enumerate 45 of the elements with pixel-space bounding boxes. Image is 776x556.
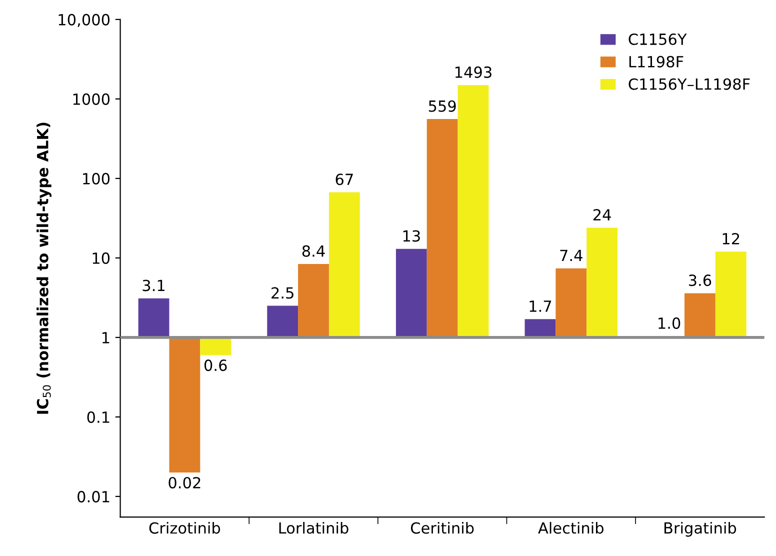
legend-label: C1156Y–L1198F — [628, 78, 750, 90]
data-label: 0.6 — [204, 360, 227, 372]
data-label: 13 — [403, 230, 420, 242]
bar — [586, 228, 618, 338]
data-label: 1.7 — [530, 300, 552, 312]
bar — [200, 337, 232, 356]
x-tick-label: Alectinib — [538, 522, 604, 534]
data-label: 0.02 — [168, 476, 200, 488]
data-label: 67 — [336, 174, 353, 186]
data-label: 8.4 — [302, 245, 325, 257]
bar — [267, 306, 298, 338]
bar — [396, 248, 427, 338]
legend-label: C1156Y — [628, 33, 687, 46]
data-label: 12 — [722, 232, 740, 244]
x-tick-label: Lorlatinib — [279, 522, 348, 534]
bar — [524, 319, 556, 338]
data-label: 2.5 — [272, 287, 294, 299]
legend-label: L1198F — [629, 56, 684, 68]
bar — [138, 298, 170, 338]
data-label: 559 — [428, 100, 456, 112]
data-label: 1493 — [455, 66, 492, 78]
x-tick-label: Brigatinib — [664, 522, 736, 537]
y-tick-label: 1 — [102, 332, 110, 344]
y-tick-label: 0.1 — [87, 411, 110, 423]
bar — [426, 119, 458, 338]
bar — [169, 337, 200, 473]
data-label: 7.4 — [560, 250, 582, 261]
data-label: 3.6 — [688, 274, 712, 286]
y-tick-label: 10,000 — [58, 14, 110, 28]
y-tick-label: 0.01 — [78, 490, 110, 502]
y-axis-title: IC$_{50}$ (normalized to wild-type ALK) — [36, 122, 52, 414]
bar — [298, 264, 329, 338]
y-tick-label: 100 — [83, 172, 110, 184]
bar — [684, 293, 716, 338]
bar — [715, 252, 746, 338]
bar — [556, 268, 587, 338]
x-tick-label: Ceritinib — [410, 522, 474, 534]
bar — [458, 85, 489, 338]
bar — [328, 192, 360, 338]
y-tick-label: 10 — [92, 252, 110, 264]
data-label: 1.0 — [658, 317, 680, 329]
data-label: 24 — [593, 209, 611, 220]
data-label: 3.1 — [142, 280, 165, 292]
y-tick-label: 1000 — [73, 93, 110, 105]
x-tick-label: Crizotinib — [149, 522, 220, 534]
